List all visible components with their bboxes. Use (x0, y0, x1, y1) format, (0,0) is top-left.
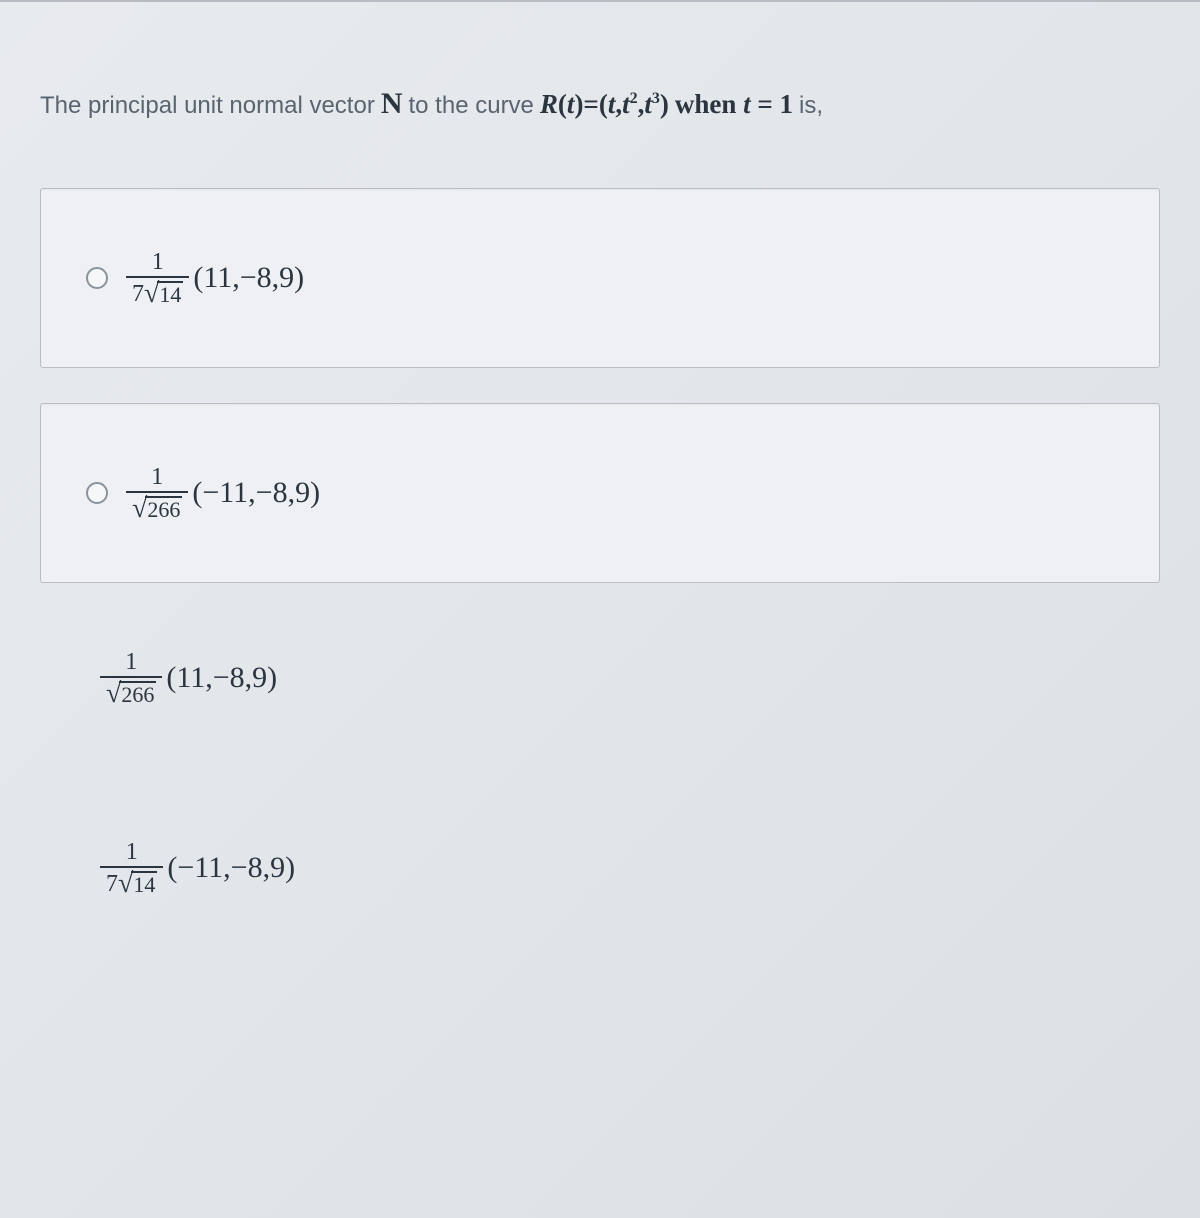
option-c-expression: 1 √266 (11,−8,9) (100, 650, 277, 706)
question-text: The principal unit normal vector N to th… (40, 80, 1160, 128)
question-part2: to the curve (409, 87, 534, 125)
option-b-expression: 1 √266 (−11,−8,9) (126, 465, 320, 521)
option-c[interactable]: 1 √266 (11,−8,9) (40, 618, 1160, 738)
condition-when: when t = 1 (675, 83, 793, 126)
option-d[interactable]: 1 7 √14 (−11,−8,9) (40, 808, 1160, 928)
question-part1: The principal unit normal vector (40, 87, 375, 125)
question-part4: is, (799, 87, 823, 125)
option-b[interactable]: 1 √266 (−11,−8,9) (40, 403, 1160, 583)
option-d-expression: 1 7 √14 (−11,−8,9) (100, 840, 295, 896)
radio-a[interactable] (86, 267, 108, 289)
vector-symbol: N (381, 80, 403, 128)
radio-b[interactable] (86, 482, 108, 504)
option-a[interactable]: 1 7 √14 (11,−8,9) (40, 188, 1160, 368)
curve-equation: R(t)=(t,t2,t3) (540, 83, 669, 126)
option-a-expression: 1 7 √14 (11,−8,9) (126, 250, 304, 306)
